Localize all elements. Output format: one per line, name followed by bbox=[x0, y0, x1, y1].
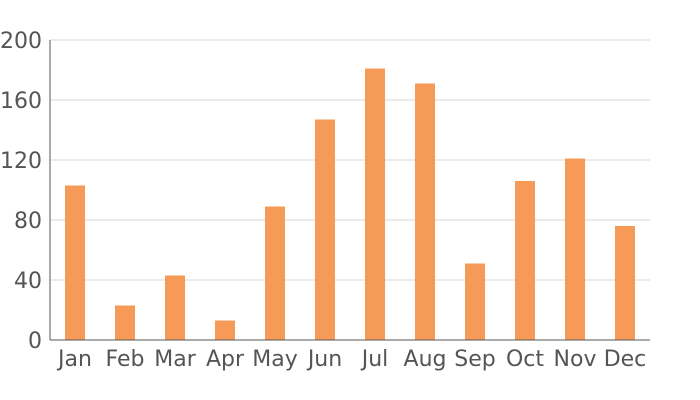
y-tick-label: 120 bbox=[0, 149, 42, 174]
bar-aug bbox=[415, 83, 435, 340]
bar-sep bbox=[465, 263, 485, 340]
x-tick-label: Aug bbox=[404, 347, 447, 372]
x-tick-label: Dec bbox=[604, 347, 647, 372]
x-tick-label: Feb bbox=[106, 347, 145, 372]
bar-jan bbox=[65, 185, 85, 340]
bar-jul bbox=[365, 68, 385, 340]
x-tick-label: Jul bbox=[360, 347, 389, 372]
y-tick-label: 40 bbox=[14, 269, 42, 294]
bar-oct bbox=[515, 181, 535, 340]
y-tick-label: 200 bbox=[0, 29, 42, 54]
bar-may bbox=[265, 206, 285, 340]
bar-feb bbox=[115, 305, 135, 340]
tick-labels: 0 40 80 120 160 200 Jan Feb Mar Apr May Jun Jul Aug Se… bbox=[0, 29, 646, 372]
bar-mar bbox=[165, 275, 185, 340]
y-tick-label: 80 bbox=[14, 209, 42, 234]
x-tick-label: Oct bbox=[506, 347, 544, 372]
bars bbox=[65, 68, 635, 340]
x-tick-label: Jan bbox=[56, 347, 92, 372]
x-tick-label: Jun bbox=[306, 347, 342, 372]
x-tick-label: Apr bbox=[206, 347, 245, 372]
bar-nov bbox=[565, 158, 585, 340]
grid-lines bbox=[50, 39, 650, 281]
y-tick-label: 160 bbox=[0, 89, 42, 114]
x-tick-label: Sep bbox=[454, 347, 495, 372]
y-tick-label: 0 bbox=[28, 329, 42, 354]
bar-jun bbox=[315, 119, 335, 340]
axes bbox=[49, 40, 650, 341]
x-tick-label: Nov bbox=[554, 347, 597, 372]
x-tick-label: Mar bbox=[154, 347, 196, 372]
x-tick-label: May bbox=[252, 347, 297, 372]
bar-dec bbox=[615, 226, 635, 340]
bar-apr bbox=[215, 320, 235, 340]
